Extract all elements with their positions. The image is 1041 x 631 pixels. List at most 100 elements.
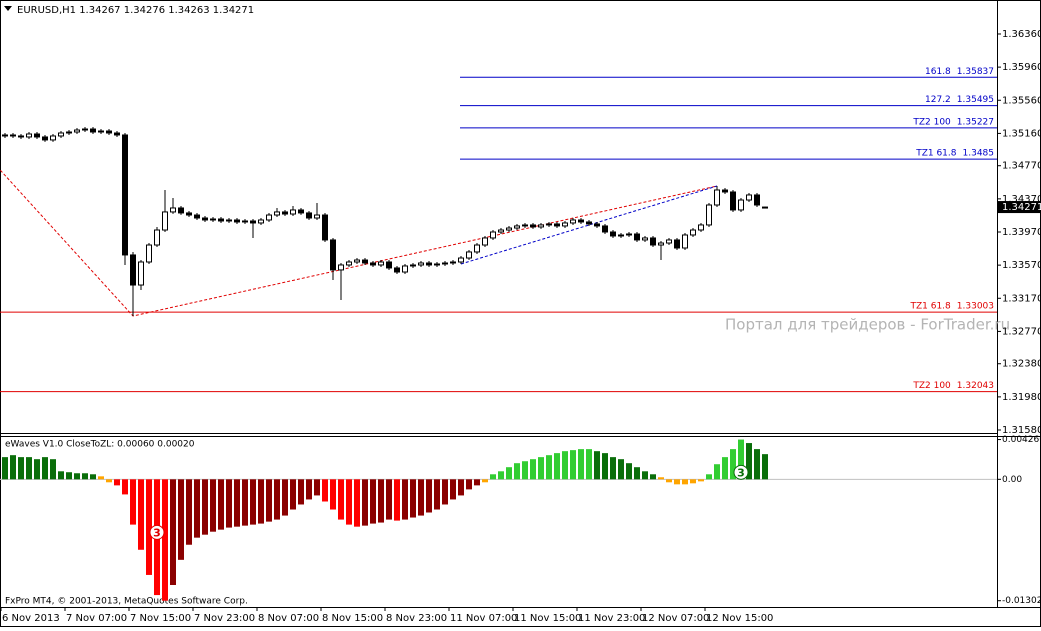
histogram-bar xyxy=(194,479,200,538)
candle-body xyxy=(546,223,552,226)
candle-body xyxy=(474,244,480,253)
y-tick-label: 1.32770 xyxy=(1002,326,1041,337)
candle-body xyxy=(218,218,224,222)
level-label: TZ1 61.8 xyxy=(915,149,957,159)
candle-body xyxy=(402,265,408,273)
candle-body xyxy=(194,214,200,219)
histogram-bar xyxy=(522,461,528,480)
candle-body xyxy=(154,229,160,246)
histogram-bar xyxy=(402,479,408,520)
y-tick-label: 1.33570 xyxy=(1002,260,1041,271)
histogram-bar xyxy=(554,453,560,480)
candle-body xyxy=(570,219,576,224)
candle-body xyxy=(738,199,744,211)
wave-marker xyxy=(733,464,749,480)
candle-body xyxy=(730,191,736,211)
histogram-bar xyxy=(458,479,464,496)
candle-body xyxy=(338,264,344,271)
candle-body xyxy=(458,257,464,263)
y-tick-label: 1.35560 xyxy=(1002,95,1041,106)
candle-body xyxy=(610,231,616,237)
histogram-bar xyxy=(130,479,136,525)
histogram-bar xyxy=(218,479,224,530)
candle-body xyxy=(706,204,712,226)
histogram-bar xyxy=(114,479,120,486)
level-value: 1.35495 xyxy=(957,95,994,105)
histogram-bar xyxy=(690,479,696,484)
candle-body xyxy=(178,207,184,214)
candle-body xyxy=(42,136,48,141)
candle-body xyxy=(330,239,336,271)
level-label: 127.2 xyxy=(925,95,951,105)
histogram-bar xyxy=(298,479,304,505)
histogram-bar xyxy=(474,479,480,486)
histogram-bar xyxy=(634,467,640,480)
candle-body xyxy=(202,217,208,221)
wave-marker xyxy=(149,524,165,540)
candle-body xyxy=(162,211,168,231)
candle-body xyxy=(210,218,216,221)
histogram-bar xyxy=(434,479,440,510)
candle-body xyxy=(538,224,544,228)
histogram-bar xyxy=(138,479,144,550)
candle-body xyxy=(2,134,8,137)
candle-body xyxy=(722,189,728,193)
histogram-bar xyxy=(378,479,384,523)
candle-body xyxy=(634,233,640,241)
histogram-bar xyxy=(642,471,648,480)
candle-body xyxy=(306,212,312,219)
candle-body xyxy=(114,132,120,136)
histogram-bar xyxy=(306,479,312,500)
histogram-bar xyxy=(506,467,512,480)
histogram-bar xyxy=(386,479,392,520)
candle-body xyxy=(586,221,592,225)
histogram-bar xyxy=(450,479,456,500)
level-value: 1.35837 xyxy=(957,67,994,77)
histogram-bar xyxy=(730,449,736,480)
candle-body xyxy=(650,237,656,246)
candle-body xyxy=(482,237,488,246)
candle-body xyxy=(354,259,360,263)
histogram-bar xyxy=(610,457,616,480)
histogram-bar xyxy=(706,474,712,480)
candle-body xyxy=(554,223,560,227)
candle-body xyxy=(450,261,456,264)
candle-body xyxy=(98,130,104,133)
candle-body xyxy=(466,251,472,259)
candle-body xyxy=(618,234,624,237)
candle-body xyxy=(50,135,56,141)
histogram-bar xyxy=(290,479,296,510)
histogram-bar xyxy=(482,479,488,483)
histogram-bar xyxy=(666,479,672,483)
histogram-bar xyxy=(170,479,176,586)
candle-body xyxy=(362,259,368,264)
histogram-bar xyxy=(514,463,520,480)
candle-body xyxy=(298,209,304,214)
histogram-bar xyxy=(490,474,496,480)
y-tick-label: 1.32380 xyxy=(1002,359,1041,370)
histogram-bar xyxy=(234,479,240,527)
candle-body xyxy=(282,211,288,215)
histogram-bar xyxy=(682,479,688,485)
candle-body xyxy=(754,194,760,206)
x-tick-label: 11 Nov 15:00 xyxy=(514,613,581,624)
candle-body xyxy=(434,263,440,266)
candle-body xyxy=(506,227,512,231)
level-label: TZ1 61.8 xyxy=(909,302,951,312)
candle-body xyxy=(250,220,256,224)
candle-body xyxy=(146,244,152,263)
histogram-bar xyxy=(754,449,760,480)
histogram-bar xyxy=(186,479,192,545)
y-tick-label: 1.31580 xyxy=(1002,425,1041,436)
histogram-bar xyxy=(50,459,56,480)
histogram-bar xyxy=(242,479,248,526)
candle-body xyxy=(602,225,608,233)
histogram-bar xyxy=(98,476,104,480)
candle-body xyxy=(514,225,520,229)
histogram-bar xyxy=(202,479,208,535)
candle-body xyxy=(66,131,72,134)
histogram-bar xyxy=(586,449,592,480)
candle-body xyxy=(426,262,432,266)
histogram-bar xyxy=(354,479,360,527)
y-tick-label: 0.004266 xyxy=(1002,435,1041,445)
